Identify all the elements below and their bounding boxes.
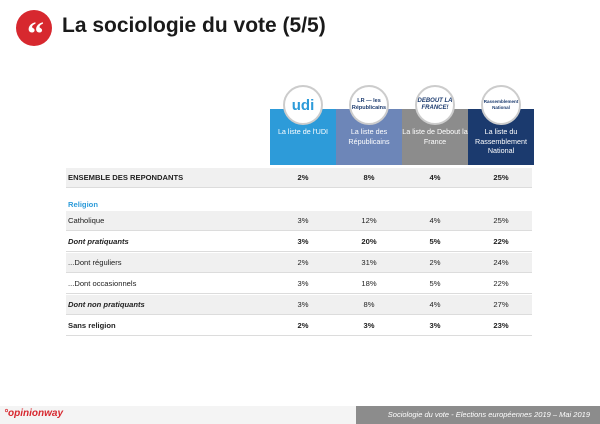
table-row-total: ENSEMBLE DES REPONDANTS 2% 8% 4% 25%: [66, 168, 532, 188]
row-label: Dont pratiquants: [68, 237, 129, 246]
cell-value: 8%: [363, 173, 375, 182]
cell-value: 25%: [493, 216, 509, 225]
cell-value: 3%: [297, 300, 309, 309]
cell-value: 22%: [493, 237, 509, 246]
footer-caption: Sociologie du vote - Elections européenn…: [387, 410, 590, 419]
column-header-rassemblement-national: Rassemblement National La liste du Rasse…: [468, 85, 534, 165]
footer-bar: °opinionway Sociologie du vote - Electio…: [0, 406, 600, 424]
udi-logo-icon: udi: [283, 85, 323, 125]
column-header-republicains: LR — les Républicains La liste des Répub…: [336, 85, 402, 165]
cell-value: 23%: [493, 321, 509, 330]
page-title: La sociologie du vote (5/5): [62, 14, 326, 37]
row-label: ...Dont réguliers: [68, 258, 122, 267]
cell-value: 5%: [429, 279, 441, 288]
brand-name: °opinionway: [4, 408, 63, 419]
cell-value: 25%: [493, 173, 509, 182]
row-label: ...Dont occasionnels: [68, 279, 137, 288]
table-row: Sans religion 2% 3% 3% 23%: [66, 316, 532, 336]
cell-value: 5%: [429, 237, 441, 246]
cell-value: 4%: [429, 216, 441, 225]
cell-value: 18%: [361, 279, 377, 288]
opinionway-logo: °opinionway: [0, 406, 356, 424]
cell-value: 2%: [297, 173, 309, 182]
quote-icon: “: [16, 10, 52, 53]
cell-value: 4%: [429, 300, 441, 309]
row-label: Catholique: [68, 216, 105, 225]
cell-value: 27%: [493, 300, 509, 309]
row-label: Sans religion: [68, 321, 116, 330]
cell-value: 2%: [297, 258, 309, 267]
cell-value: 3%: [429, 321, 441, 330]
cell-value: 24%: [493, 258, 509, 267]
cell-value: 4%: [429, 173, 441, 182]
cell-value: 2%: [429, 258, 441, 267]
republicains-logo-icon: LR — les Républicains: [349, 85, 389, 125]
cell-value: 3%: [297, 237, 309, 246]
table-row: Dont pratiquants 3% 20% 5% 22%: [66, 232, 532, 252]
rassemblement-national-logo-icon: Rassemblement National: [481, 85, 521, 125]
column-header-debout-la-france: DEBOUT LA FRANCE! La liste de Debout la …: [402, 85, 468, 165]
row-label: Dont non pratiquants: [68, 300, 145, 309]
section-label: Religion: [68, 200, 98, 209]
cell-value: 20%: [361, 237, 377, 246]
cell-value: 22%: [493, 279, 509, 288]
cell-value: 12%: [361, 216, 377, 225]
table-row: Dont non pratiquants 3% 8% 4% 27%: [66, 295, 532, 315]
cell-value: 2%: [297, 321, 309, 330]
table-row: ...Dont occasionnels 3% 18% 5% 22%: [66, 274, 532, 294]
cell-value: 8%: [363, 300, 375, 309]
table-row: Catholique 3% 12% 4% 25%: [66, 211, 532, 231]
row-label: ENSEMBLE DES REPONDANTS: [68, 173, 184, 182]
column-header-udi: udi La liste de l'UDI: [270, 85, 336, 165]
debout-la-france-logo-icon: DEBOUT LA FRANCE!: [415, 85, 455, 125]
cell-value: 3%: [297, 216, 309, 225]
cell-value: 3%: [297, 279, 309, 288]
cell-value: 31%: [361, 258, 377, 267]
table-row: ...Dont réguliers 2% 31% 2% 24%: [66, 253, 532, 273]
cell-value: 3%: [363, 321, 375, 330]
